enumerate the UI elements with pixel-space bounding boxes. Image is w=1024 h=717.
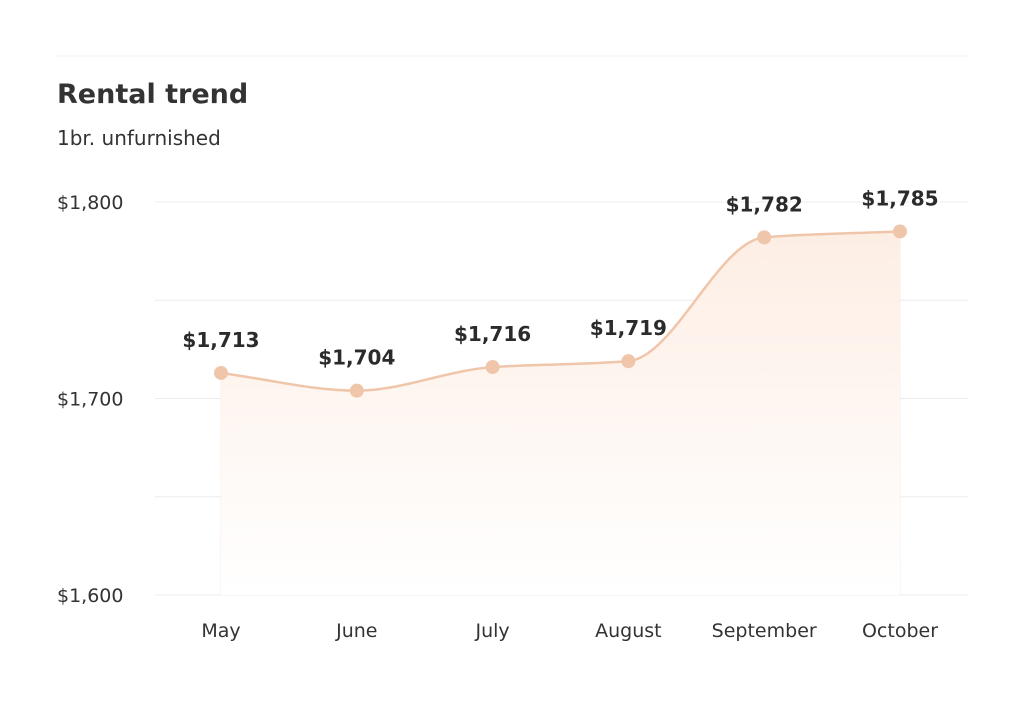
x-axis: May June July August September October (201, 620, 938, 642)
data-point-august (621, 354, 636, 369)
data-label-july: $1,716 (454, 322, 531, 346)
data-label-august: $1,719 (590, 316, 667, 340)
data-point-july (485, 360, 500, 375)
chart-title: Rental trend (57, 79, 248, 110)
x-tick-label-june: June (335, 620, 377, 642)
data-points (214, 224, 907, 398)
chart-subtitle: 1br. unfurnished (57, 126, 221, 150)
data-point-september (757, 230, 772, 245)
y-tick-label: $1,800 (57, 192, 123, 214)
data-label-october: $1,785 (861, 186, 938, 210)
area-fill (221, 231, 900, 595)
x-tick-label-july: July (475, 620, 510, 642)
y-axis: $1,600 $1,700 $1,800 (57, 192, 123, 607)
data-labels: $1,713 $1,704 $1,716 $1,719 $1,782 $1,785 (182, 186, 938, 369)
y-tick-label: $1,600 (57, 585, 123, 607)
x-tick-label-september: September (712, 620, 817, 642)
series-line (220, 230, 901, 392)
y-tick-label: $1,700 (57, 389, 123, 411)
x-tick-label-october: October (862, 620, 938, 642)
data-label-may: $1,713 (182, 328, 259, 352)
x-tick-label-may: May (201, 620, 240, 642)
data-point-may (214, 365, 228, 380)
x-tick-label-august: August (595, 620, 662, 642)
data-point-october (893, 224, 907, 239)
data-label-september: $1,782 (726, 192, 803, 216)
data-label-june: $1,704 (318, 346, 395, 370)
data-point-june (349, 383, 364, 398)
